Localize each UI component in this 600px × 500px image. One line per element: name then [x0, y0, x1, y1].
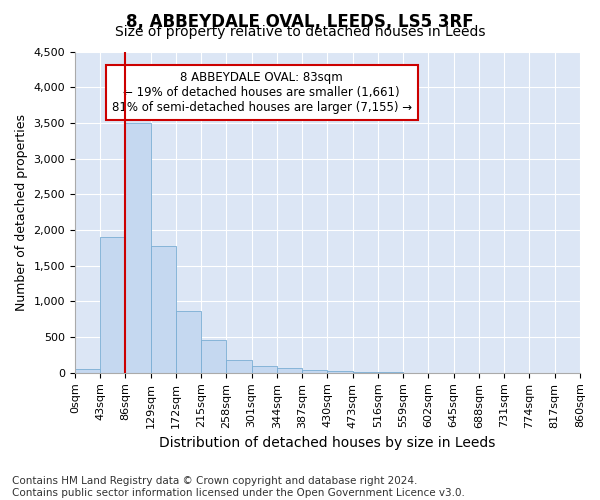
Text: 8, ABBEYDALE OVAL, LEEDS, LS5 3RF: 8, ABBEYDALE OVAL, LEEDS, LS5 3RF — [126, 12, 474, 30]
Text: 8 ABBEYDALE OVAL: 83sqm
← 19% of detached houses are smaller (1,661)
81% of semi: 8 ABBEYDALE OVAL: 83sqm ← 19% of detache… — [112, 71, 412, 114]
Text: Contains HM Land Registry data © Crown copyright and database right 2024.
Contai: Contains HM Land Registry data © Crown c… — [12, 476, 465, 498]
Bar — [226, 360, 251, 373]
X-axis label: Distribution of detached houses by size in Leeds: Distribution of detached houses by size … — [159, 436, 496, 450]
Bar — [251, 366, 277, 373]
Bar — [353, 372, 378, 373]
Bar — [75, 369, 100, 373]
Bar — [201, 340, 226, 373]
Bar — [277, 368, 302, 373]
Bar — [125, 123, 151, 373]
Bar — [100, 237, 125, 373]
Bar — [151, 246, 176, 373]
Text: Size of property relative to detached houses in Leeds: Size of property relative to detached ho… — [115, 25, 485, 39]
Bar — [176, 312, 201, 373]
Bar — [302, 370, 328, 373]
Bar — [328, 372, 353, 373]
Y-axis label: Number of detached properties: Number of detached properties — [15, 114, 28, 310]
